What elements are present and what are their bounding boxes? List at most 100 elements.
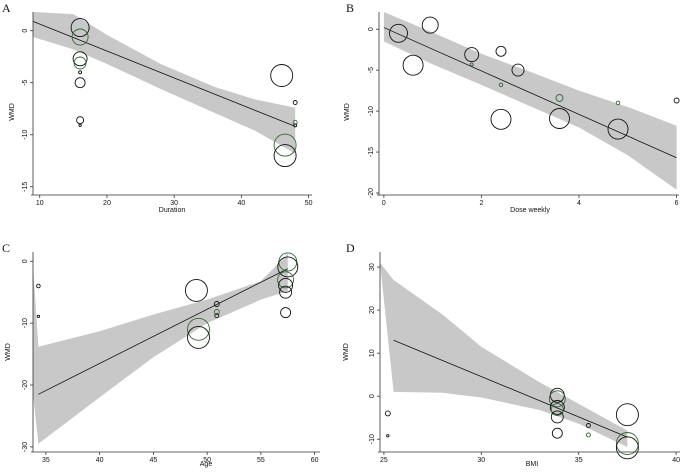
- y-axis-title-d: WMD: [343, 343, 350, 361]
- study-point-c-11: [278, 277, 294, 293]
- x-tick-label-c-5: 60: [311, 457, 319, 464]
- study-point-b-3: [464, 47, 480, 63]
- panel-d: D WMD BMI 25 30 35 40 30 20 10 0 -10: [343, 241, 680, 468]
- y-tick-label-d-1: 20: [369, 306, 376, 314]
- study-point-d-5: [550, 403, 564, 416]
- x-tick-label-d-2: 35: [575, 457, 583, 464]
- study-point-d-12: [615, 436, 639, 460]
- fit-line-d: [393, 339, 628, 438]
- y-tick-label-c-1: -10: [22, 318, 29, 328]
- study-point-d-8: [585, 423, 591, 428]
- study-point-d-6: [550, 410, 564, 424]
- study-point-b-0: [389, 23, 408, 43]
- study-point-c-9: [277, 256, 299, 278]
- x-tick-label-c-3: 50: [203, 457, 211, 464]
- study-point-b-12: [607, 118, 629, 140]
- study-point-b-6: [498, 82, 504, 88]
- study-point-a-3: [73, 56, 87, 70]
- study-point-a-0: [70, 18, 90, 38]
- y-tick-label-c-3: -30: [22, 442, 29, 452]
- study-point-c-6: [213, 309, 220, 315]
- study-point-b-11: [615, 100, 621, 106]
- study-point-c-2: [184, 278, 208, 302]
- study-point-a-5: [74, 77, 86, 89]
- study-point-d-3: [548, 390, 566, 408]
- study-point-d-1: [386, 434, 390, 438]
- x-tick-label-a-4: 50: [305, 200, 313, 207]
- x-tick-label-c-0: 35: [42, 457, 50, 464]
- study-point-c-0: [36, 283, 41, 289]
- x-tick-label-b-0: 0: [382, 200, 386, 207]
- study-point-b-2: [402, 54, 424, 76]
- x-axis-title-d: BMI: [526, 461, 539, 468]
- x-tick-label-a-0: 10: [36, 200, 44, 207]
- study-point-d-4: [549, 399, 565, 415]
- x-tick-label-d-1: 30: [477, 457, 485, 464]
- panel-letter-c: C: [2, 241, 10, 255]
- x-tick-label-a-2: 30: [170, 200, 178, 207]
- y-axis-title-a: WMD: [9, 103, 16, 121]
- panel-letter-d: D: [346, 241, 355, 255]
- x-tick-label-d-0: 25: [380, 457, 388, 464]
- study-point-a-13: [293, 123, 298, 128]
- study-point-b-8: [511, 63, 525, 77]
- study-point-a-10: [273, 144, 297, 168]
- fit-line-c: [38, 268, 288, 395]
- study-point-d-7: [551, 427, 563, 439]
- y-tick-label-c-2: -20: [22, 380, 29, 390]
- study-point-b-7: [490, 108, 512, 130]
- y-tick-label-b-0: 0: [368, 27, 375, 31]
- x-axis-title-a: Duration: [159, 207, 186, 214]
- study-point-a-4: [78, 70, 83, 75]
- study-point-c-5: [213, 301, 220, 307]
- study-point-c-12: [279, 285, 293, 299]
- study-point-a-9: [273, 133, 297, 157]
- fit-line-b: [383, 27, 677, 159]
- x-tick-label-b-1: 2: [479, 200, 483, 207]
- study-point-b-9: [555, 94, 564, 102]
- study-point-c-1: [36, 314, 41, 319]
- study-point-a-1: [71, 28, 89, 46]
- study-point-c-4: [187, 325, 210, 349]
- study-point-d-0: [384, 410, 391, 417]
- y-tick-label-a-3: -15: [22, 182, 29, 192]
- study-point-a-6: [76, 116, 85, 125]
- x-tick-label-a-1: 20: [103, 200, 111, 207]
- confidence-band-c: [33, 253, 288, 444]
- x-tick-label-c-1: 40: [96, 457, 104, 464]
- study-point-c-10: [277, 271, 295, 289]
- y-tick-label-b-3: -15: [368, 147, 375, 157]
- panel-letter-b: B: [346, 1, 354, 15]
- x-tick-label-c-2: 45: [149, 457, 157, 464]
- study-point-a-7: [78, 123, 82, 128]
- y-axis-title-b: WMD: [344, 103, 351, 121]
- y-tick-label-b-4: -20: [368, 188, 375, 198]
- study-point-b-13: [673, 97, 680, 104]
- y-tick-label-a-0: 0: [22, 29, 29, 33]
- x-tick-label-d-3: 40: [672, 457, 680, 464]
- study-point-d-10: [615, 403, 639, 427]
- study-point-a-2: [72, 51, 88, 67]
- x-axis-title-c: Age: [200, 461, 213, 468]
- study-point-c-13: [280, 307, 292, 319]
- y-tick-label-b-2: -10: [368, 106, 375, 116]
- study-point-d-11: [615, 432, 639, 455]
- y-tick-label-b-1: -5: [368, 67, 375, 73]
- study-point-a-11: [292, 100, 298, 105]
- y-tick-label-d-0: 30: [369, 263, 376, 271]
- y-tick-label-a-2: -10: [22, 130, 29, 140]
- panel-b: B WMD Dose weekly 0 2 4 6 0 -5 -10 -15 -20: [344, 1, 680, 214]
- y-tick-label-d-3: 0: [369, 394, 376, 398]
- confidence-band-b: [383, 12, 677, 190]
- confidence-band-a: [33, 12, 296, 154]
- y-tick-label-a-1: -5: [22, 79, 29, 85]
- y-tick-label-d-2: 10: [369, 349, 376, 357]
- y-axis-title-c: WMD: [5, 343, 12, 361]
- study-point-b-5: [495, 45, 507, 57]
- study-point-c-3: [187, 317, 210, 341]
- confidence-band-d: [380, 262, 628, 447]
- panel-a: A WMD Duration 10 20 30 40 50 0 -5 -10 -15: [2, 1, 313, 214]
- y-tick-label-c-0: 0: [22, 259, 29, 263]
- panel-c: C WMD Age 35 40 45 50 55 60 0 -10 -20 -30: [2, 241, 320, 468]
